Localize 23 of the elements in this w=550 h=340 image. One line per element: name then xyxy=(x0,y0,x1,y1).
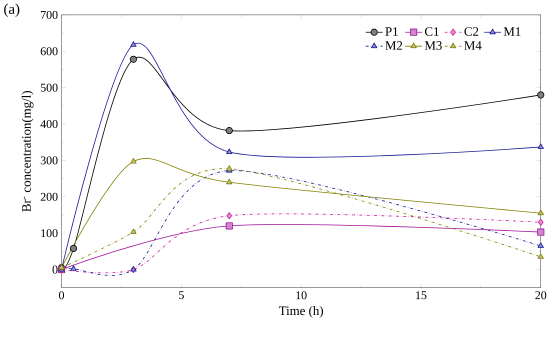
x-tick-label: 0 xyxy=(59,291,64,300)
y-tick-label: 200 xyxy=(40,192,58,201)
legend-label: C1 xyxy=(424,27,439,36)
legend-label: M1 xyxy=(504,27,520,36)
text: (a) xyxy=(4,3,20,17)
x-axis-title: Time (h) xyxy=(278,306,324,318)
y-tick-label: 500 xyxy=(40,83,58,92)
legend-label: C2 xyxy=(464,27,478,36)
y-tick-label: 600 xyxy=(40,47,58,56)
y-tick-label: 700 xyxy=(41,10,58,19)
x-tick-label: 20 xyxy=(535,291,546,300)
y-tick-label: 100 xyxy=(41,229,58,238)
y-tick-label: 400 xyxy=(40,120,58,128)
y-axis-title: Br$^{-}$ concentration(mg/l) xyxy=(22,90,34,212)
legend-label: P1 xyxy=(385,27,398,36)
y-tick-label: 300 xyxy=(40,156,58,164)
y-tick-label: 0 xyxy=(52,265,58,274)
x-tick-label: 10 xyxy=(296,291,307,300)
legend-label: M3 xyxy=(424,41,442,50)
legend-label: M4 xyxy=(464,41,482,50)
x-tick-label: 15 xyxy=(416,291,426,300)
x-tick-label: 5 xyxy=(179,291,184,299)
legend-label: M2 xyxy=(385,41,402,50)
